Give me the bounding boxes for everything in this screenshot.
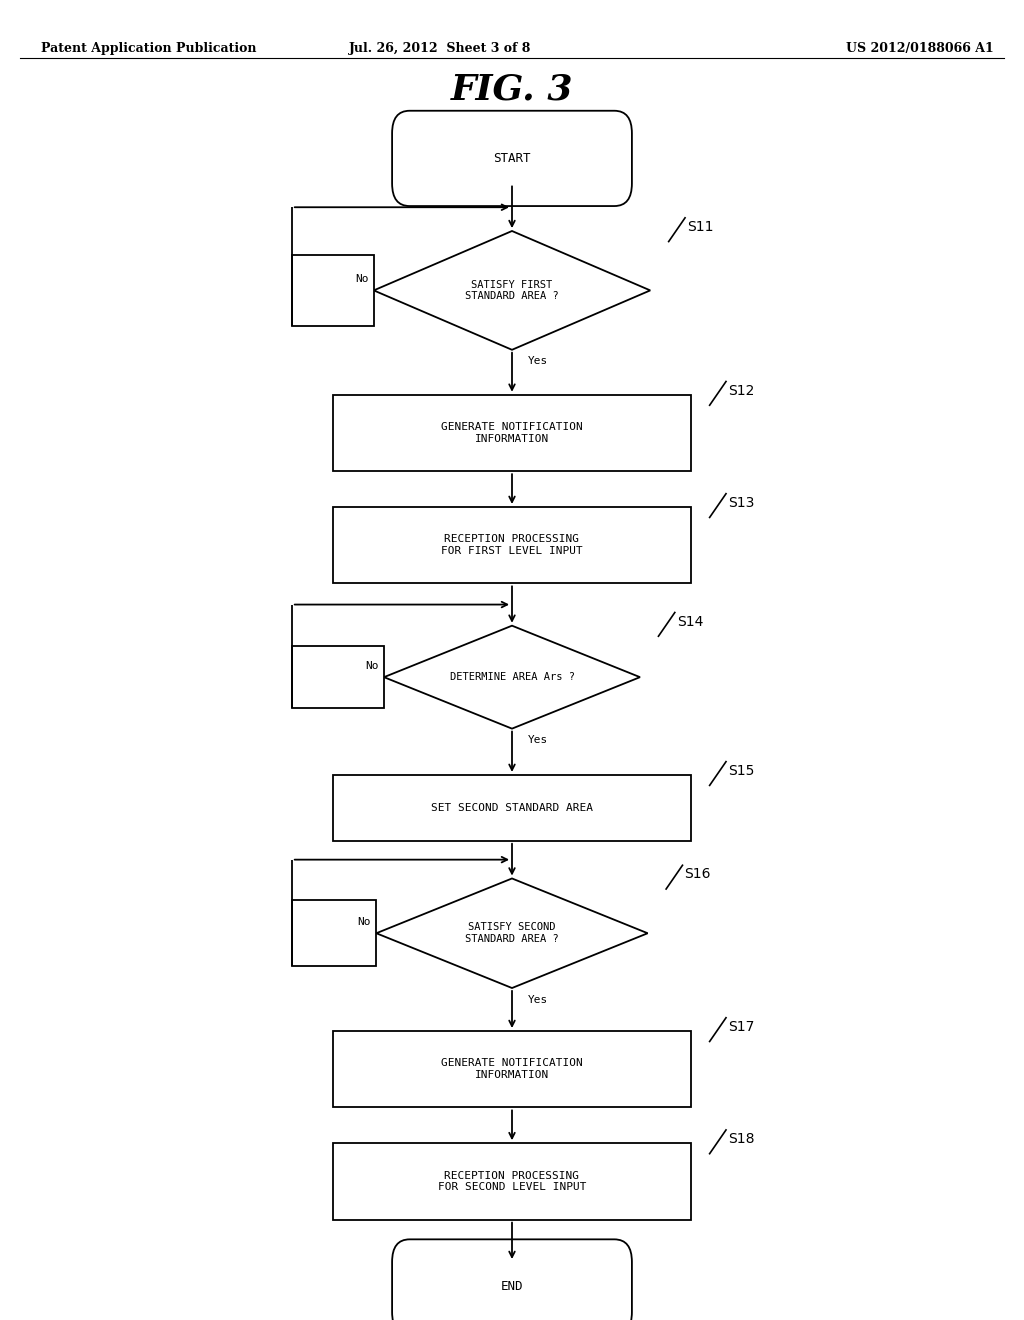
Text: US 2012/0188066 A1: US 2012/0188066 A1 bbox=[846, 42, 993, 55]
Text: Yes: Yes bbox=[527, 735, 548, 746]
Bar bbox=[333, 395, 691, 471]
Text: S18: S18 bbox=[728, 1133, 755, 1146]
Text: S12: S12 bbox=[728, 384, 755, 397]
Text: No: No bbox=[366, 660, 379, 671]
Text: Jul. 26, 2012  Sheet 3 of 8: Jul. 26, 2012 Sheet 3 of 8 bbox=[349, 42, 531, 55]
Text: S15: S15 bbox=[728, 764, 755, 777]
Text: No: No bbox=[357, 916, 371, 927]
Bar bbox=[333, 1031, 691, 1107]
Text: DETERMINE AREA Ars ?: DETERMINE AREA Ars ? bbox=[450, 672, 574, 682]
Text: SATISFY SECOND
STANDARD AREA ?: SATISFY SECOND STANDARD AREA ? bbox=[465, 923, 559, 944]
Bar bbox=[333, 775, 691, 841]
Bar bbox=[333, 507, 691, 583]
Bar bbox=[333, 1143, 691, 1220]
Text: END: END bbox=[501, 1280, 523, 1294]
Text: No: No bbox=[355, 273, 369, 284]
Text: START: START bbox=[494, 152, 530, 165]
Bar bbox=[292, 255, 374, 326]
Text: FIG. 3: FIG. 3 bbox=[451, 73, 573, 107]
Bar bbox=[292, 900, 377, 966]
FancyBboxPatch shape bbox=[392, 111, 632, 206]
Text: S17: S17 bbox=[728, 1020, 755, 1034]
Polygon shape bbox=[384, 626, 640, 729]
Text: GENERATE NOTIFICATION
INFORMATION: GENERATE NOTIFICATION INFORMATION bbox=[441, 422, 583, 444]
Text: S16: S16 bbox=[685, 867, 711, 882]
Text: S13: S13 bbox=[728, 496, 755, 510]
Text: S14: S14 bbox=[677, 615, 703, 628]
Polygon shape bbox=[374, 231, 650, 350]
Polygon shape bbox=[377, 879, 648, 987]
Text: SATISFY FIRST
STANDARD AREA ?: SATISFY FIRST STANDARD AREA ? bbox=[465, 280, 559, 301]
Text: Yes: Yes bbox=[527, 995, 548, 1005]
Text: RECEPTION PROCESSING
FOR FIRST LEVEL INPUT: RECEPTION PROCESSING FOR FIRST LEVEL INP… bbox=[441, 535, 583, 556]
Text: GENERATE NOTIFICATION
INFORMATION: GENERATE NOTIFICATION INFORMATION bbox=[441, 1059, 583, 1080]
Text: SET SECOND STANDARD AREA: SET SECOND STANDARD AREA bbox=[431, 803, 593, 813]
FancyBboxPatch shape bbox=[392, 1239, 632, 1320]
Text: S11: S11 bbox=[687, 220, 714, 234]
Text: Patent Application Publication: Patent Application Publication bbox=[41, 42, 256, 55]
Text: Yes: Yes bbox=[527, 356, 548, 367]
Bar bbox=[292, 647, 384, 708]
Text: RECEPTION PROCESSING
FOR SECOND LEVEL INPUT: RECEPTION PROCESSING FOR SECOND LEVEL IN… bbox=[437, 1171, 587, 1192]
